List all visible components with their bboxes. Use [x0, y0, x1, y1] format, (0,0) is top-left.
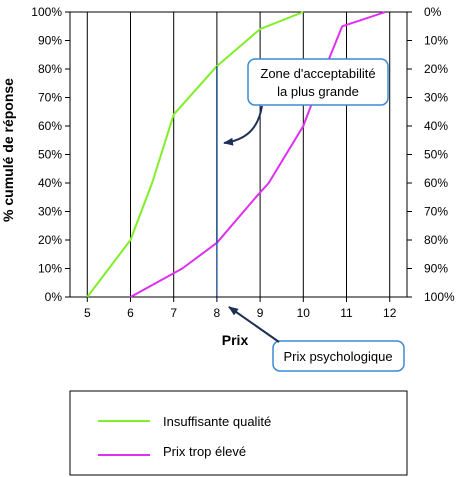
y-right-tick-label-1: 90% — [424, 262, 448, 276]
y-left-tick-label-2: 20% — [38, 233, 62, 247]
legend-label-insuffisante-qualite: Insuffisante qualité — [163, 414, 271, 429]
y-axis-left-ticks: 0% 10% 20% 30% 40% 50% 60% 70% 80% 90% 100% — [31, 5, 70, 304]
x-axis-title: Prix — [222, 332, 249, 348]
callout-acceptability-line-2: la plus grande — [277, 84, 359, 99]
y-right-tick-label-6: 40% — [424, 119, 448, 133]
x-tick-label-12: 12 — [383, 306, 397, 320]
y-left-tick-label-3: 30% — [38, 205, 62, 219]
series-line-1 — [130, 11, 386, 298]
y-right-tick-label-4: 60% — [424, 176, 448, 190]
x-tick-label-9: 9 — [257, 306, 264, 320]
x-tick-label-11: 11 — [340, 306, 353, 320]
y-left-tick-label-7: 70% — [38, 91, 62, 105]
y-right-tick-label-3: 70% — [424, 205, 448, 219]
y-left-tick-label-4: 40% — [38, 176, 62, 190]
y-left-tick-label-9: 90% — [38, 34, 62, 48]
x-tick-label-5: 5 — [84, 306, 91, 320]
callout-psychological-price-arrow — [228, 306, 280, 343]
x-tick-label-8: 8 — [214, 306, 221, 320]
series-line-0 — [86, 11, 304, 298]
legend-label-prix-trop-eleve: Prix trop élevé — [163, 444, 246, 459]
y-right-tick-label-10: 0% — [424, 5, 442, 19]
y-right-tick-label-5: 50% — [424, 148, 448, 162]
vertical-gridlines — [86, 12, 391, 297]
y-left-tick-label-0: 0% — [45, 290, 63, 304]
y-left-tick-label-5: 50% — [38, 148, 62, 162]
callout-acceptability: Zone d'acceptabilité la plus grande — [223, 58, 389, 146]
x-axis-ticks: 5 6 7 8 9 10 11 12 — [84, 297, 397, 320]
x-tick-label-10: 10 — [297, 306, 311, 320]
callout-psychological-price-text: Prix psychologique — [283, 349, 392, 364]
y-left-tick-label-8: 80% — [38, 62, 62, 76]
y-right-tick-label-7: 30% — [424, 91, 448, 105]
y-right-tick-label-9: 10% — [424, 34, 448, 48]
y-left-tick-label-10: 100% — [31, 5, 62, 19]
y-axis-right-ticks: 100% 90% 80% 70% 60% 50% 40% 30% 20% 10% 0% — [407, 5, 455, 304]
y-left-tick-label-6: 60% — [38, 119, 62, 133]
callout-psychological-price-box — [272, 340, 405, 372]
callout-acceptability-line-1: Zone d'acceptabilité — [260, 66, 375, 81]
y-right-tick-label-2: 80% — [424, 233, 448, 247]
x-tick-label-6: 6 — [127, 306, 134, 320]
callout-acceptability-arrow — [223, 105, 263, 146]
y-left-tick-label-1: 10% — [38, 262, 62, 276]
y-right-tick-label-0: 100% — [424, 290, 455, 304]
y-right-tick-label-8: 20% — [424, 62, 448, 76]
y-axis-title: % cumulé de réponse — [0, 78, 16, 222]
callout-psychological-price: Prix psychologique — [228, 306, 405, 372]
legend: Insuffisante qualité Prix trop élevé — [69, 390, 408, 476]
x-tick-label-7: 7 — [170, 306, 177, 320]
legend-box — [69, 390, 408, 476]
callout-acceptability-box — [247, 58, 389, 106]
series-layer — [86, 11, 386, 298]
